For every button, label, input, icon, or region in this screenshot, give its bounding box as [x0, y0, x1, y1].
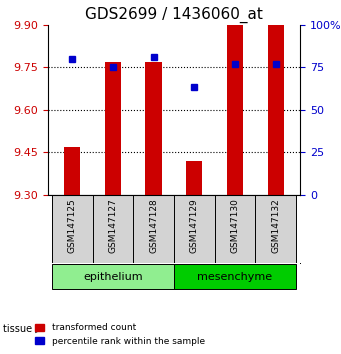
Bar: [186, 161, 203, 195]
Text: GSM147132: GSM147132: [271, 198, 280, 253]
Bar: [174, 264, 296, 289]
Text: GSM147130: GSM147130: [231, 198, 239, 253]
Text: GSM147128: GSM147128: [149, 198, 158, 253]
Text: GSM147129: GSM147129: [190, 198, 199, 253]
Bar: [64, 147, 80, 195]
Text: GSM147125: GSM147125: [68, 198, 77, 253]
Bar: [92, 195, 133, 263]
Bar: [214, 195, 255, 263]
Text: tissue ▶: tissue ▶: [3, 324, 43, 333]
Text: mesenchyme: mesenchyme: [197, 272, 272, 282]
Text: GSM147127: GSM147127: [108, 198, 117, 253]
Bar: [105, 62, 121, 195]
Legend: transformed count, percentile rank within the sample: transformed count, percentile rank withi…: [32, 320, 208, 349]
Bar: [174, 195, 214, 263]
Bar: [255, 195, 296, 263]
Bar: [52, 195, 92, 263]
Text: epithelium: epithelium: [83, 272, 143, 282]
Bar: [133, 195, 174, 263]
Title: GDS2699 / 1436060_at: GDS2699 / 1436060_at: [85, 7, 263, 23]
Bar: [145, 62, 162, 195]
Bar: [268, 25, 284, 195]
Bar: [52, 264, 174, 289]
Bar: [227, 25, 243, 195]
